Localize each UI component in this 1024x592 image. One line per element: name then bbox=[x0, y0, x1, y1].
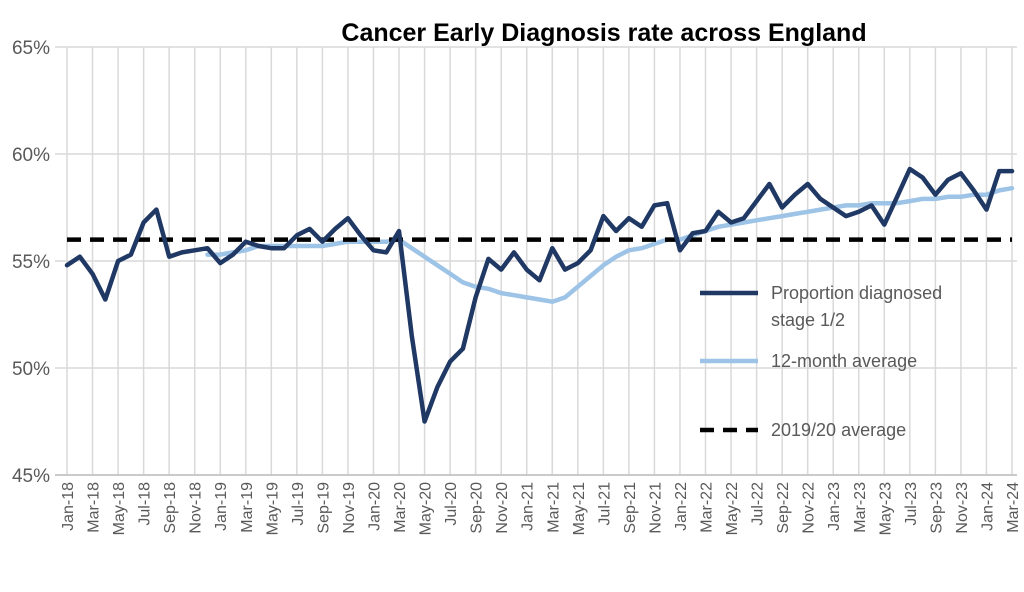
y-tick-label: 60% bbox=[12, 145, 50, 166]
y-tick-label: 45% bbox=[12, 466, 50, 487]
x-tick-label: May-22 bbox=[724, 482, 741, 535]
legend: Proportion diagnosed stage 1/2 12-month … bbox=[700, 283, 942, 440]
y-tick-label: 55% bbox=[12, 252, 50, 273]
x-tick-label: Mar-20 bbox=[392, 482, 409, 533]
legend-label-2019-20-average: 2019/20 average bbox=[771, 420, 906, 440]
x-tick-label: May-23 bbox=[877, 482, 894, 535]
x-tick-label: Jan-24 bbox=[979, 482, 996, 531]
x-tick-label: Nov-18 bbox=[188, 482, 205, 534]
series-12-month-average-line bbox=[205, 185, 1015, 304]
x-tick-label: May-21 bbox=[571, 482, 588, 535]
x-tick-label: Mar-21 bbox=[545, 482, 562, 533]
x-tick-label: Jul-19 bbox=[290, 482, 307, 526]
x-tick-label: Jul-18 bbox=[137, 482, 154, 526]
x-tick-label: Jan-18 bbox=[60, 482, 77, 531]
x-tick-label: Sep-23 bbox=[928, 482, 945, 534]
series-lines bbox=[64, 166, 1015, 424]
x-tick-label: Mar-18 bbox=[86, 482, 103, 533]
gridlines bbox=[55, 46, 1017, 476]
x-tick-label: Sep-22 bbox=[775, 482, 792, 534]
x-tick-label: Nov-23 bbox=[954, 482, 971, 534]
x-tick-label: Mar-19 bbox=[239, 482, 256, 533]
x-tick-label: Sep-20 bbox=[469, 482, 486, 534]
legend-label-proportion-line1: Proportion diagnosed bbox=[771, 283, 942, 303]
x-tick-label: Mar-23 bbox=[852, 482, 869, 533]
x-tick-label: May-20 bbox=[418, 482, 435, 535]
x-tick-label: Mar-22 bbox=[699, 482, 716, 533]
x-tick-label: Sep-21 bbox=[622, 482, 639, 534]
x-tick-label: Jan-23 bbox=[826, 482, 843, 531]
x-tick-label: Jul-21 bbox=[596, 482, 613, 526]
x-tick-label: Mar-24 bbox=[1005, 482, 1022, 533]
y-axis-ticks: 45% 50% 55% 60% 65% bbox=[12, 38, 50, 487]
x-axis-ticks: Jan-18 Mar-18 May-18 Jul-18 Sep-18 Nov-18 Jan-… bbox=[60, 482, 1022, 535]
x-tick-label: Jul-20 bbox=[443, 482, 460, 526]
y-tick-label: 65% bbox=[12, 38, 50, 59]
legend-label-12-month-average: 12-month average bbox=[771, 351, 917, 371]
y-tick-label: 50% bbox=[12, 359, 50, 380]
x-tick-label: Jan-19 bbox=[213, 482, 230, 531]
x-tick-label: Jan-21 bbox=[520, 482, 537, 531]
chart-title: Cancer Early Diagnosis rate across Engla… bbox=[341, 19, 866, 47]
x-tick-label: May-18 bbox=[111, 482, 128, 535]
x-tick-label: Jan-20 bbox=[366, 482, 383, 531]
x-tick-label: Jan-22 bbox=[673, 482, 690, 531]
x-tick-label: May-19 bbox=[264, 482, 281, 535]
x-tick-label: Nov-21 bbox=[647, 482, 664, 534]
x-tick-label: Nov-19 bbox=[341, 482, 358, 534]
x-tick-label: Nov-20 bbox=[494, 482, 511, 534]
x-tick-label: Jul-23 bbox=[903, 482, 920, 526]
x-tick-label: Sep-18 bbox=[162, 482, 179, 534]
x-tick-label: Jul-22 bbox=[750, 482, 767, 526]
x-tick-label: Nov-22 bbox=[801, 482, 818, 534]
legend-label-proportion-line2: stage 1/2 bbox=[771, 310, 845, 330]
x-tick-label: Sep-19 bbox=[315, 482, 332, 534]
